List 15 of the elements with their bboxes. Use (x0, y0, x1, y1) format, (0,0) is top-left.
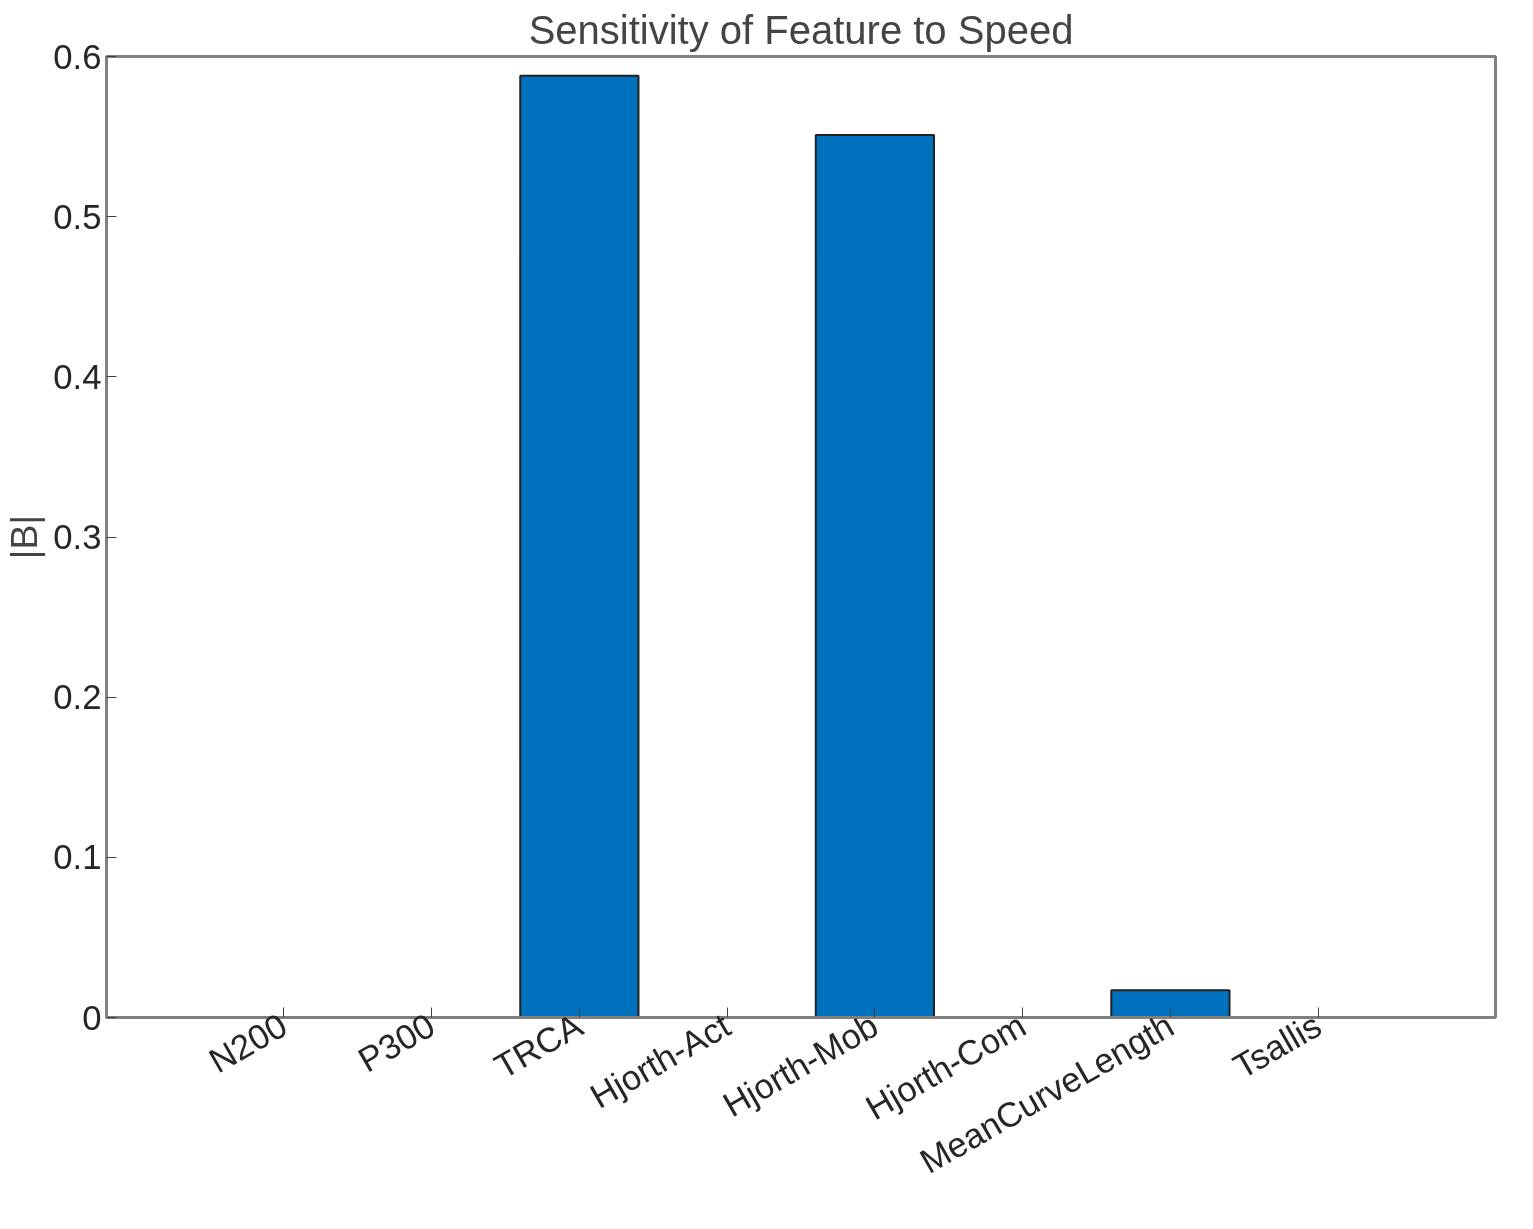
x-tick-label: P300 (351, 1006, 442, 1080)
x-tick-label: TRCA (488, 1005, 590, 1086)
y-tick-label: 0.5 (53, 197, 102, 236)
y-tick-label: 0.2 (53, 678, 102, 717)
y-axis-title: |B| (3, 514, 46, 560)
y-tick-label: 0 (82, 998, 102, 1037)
y-tick-label: 0.6 (53, 37, 102, 76)
x-tick-label: N200 (202, 1006, 294, 1081)
bar (814, 133, 935, 1018)
y-tick-label: 0.3 (53, 518, 102, 556)
chart-title: Sensitivity of Feature to Speed (528, 7, 1074, 52)
y-tick-label: 0.1 (53, 838, 102, 877)
x-tick-label: Tsallis (1226, 1006, 1328, 1086)
y-tick-label: 0.4 (53, 357, 102, 396)
bar (1110, 989, 1231, 1018)
